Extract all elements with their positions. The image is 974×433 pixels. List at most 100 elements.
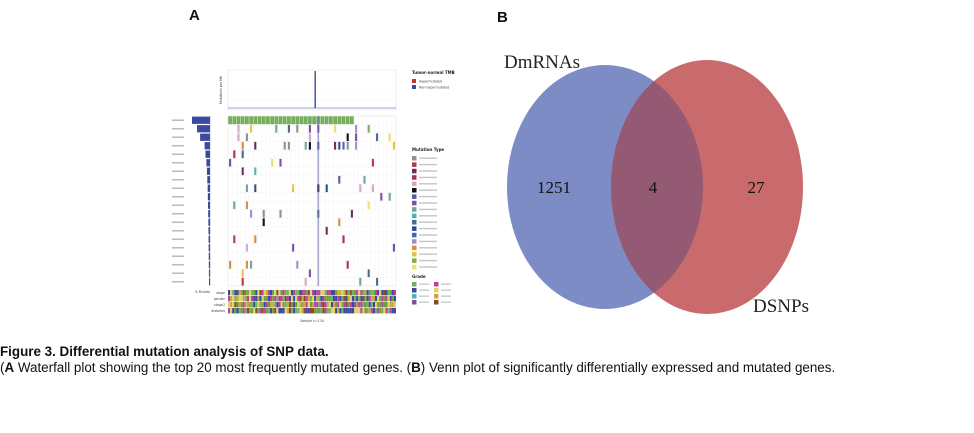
clinical-annotation-cell [326, 296, 329, 302]
clinical-annotation-cell [297, 296, 300, 302]
gene-frequency-bar [208, 244, 210, 252]
legend-text-mark [419, 176, 437, 179]
clinical-annotation-cell [265, 296, 268, 302]
clinical-annotation-cell [234, 290, 237, 296]
clinical-annotation-cell [328, 308, 331, 314]
clinical-annotation-cell [366, 290, 369, 296]
legend-title-grade: Grade [412, 274, 426, 279]
clinical-annotation-cell [354, 308, 357, 314]
clinical-annotation-cell [379, 302, 382, 308]
clinical-annotation-cell [326, 302, 329, 308]
mutation-cell [237, 124, 240, 133]
clinical-annotation-cell [255, 308, 258, 314]
clinical-annotation-cell [291, 302, 294, 308]
gene-label-mark [172, 144, 184, 147]
clinical-annotation-cell [368, 302, 371, 308]
mutation-cell [241, 269, 244, 278]
clinical-annotation-cell [303, 308, 306, 314]
clinical-annotation-cell [383, 308, 386, 314]
clinical-annotation-cell [316, 290, 319, 296]
clinical-annotation-cell [324, 296, 327, 302]
legend-text-mark [419, 157, 437, 159]
mutation-cell [367, 201, 370, 210]
mutation-cell [392, 243, 395, 252]
clinical-annotation-cell [282, 308, 285, 314]
legend-swatch [412, 258, 417, 263]
legend-swatch [412, 282, 417, 287]
legend-text-mark [419, 253, 437, 255]
legend-text-mark [441, 289, 451, 291]
mutation-cell [342, 235, 345, 244]
clinical-annotation-cell [236, 302, 239, 308]
venn-overlap-region [611, 65, 703, 309]
clinical-annotation-cell [259, 290, 262, 296]
clinical-annotation-cell [387, 308, 390, 314]
clinical-annotation-cell [274, 296, 277, 302]
clinical-annotation-cell [375, 302, 378, 308]
mutation-cell [363, 175, 366, 184]
clinical-annotation-cell [387, 290, 390, 296]
clinical-annotation-cell [228, 302, 231, 308]
gene-frequency-bar [208, 201, 210, 209]
gene-label-mark [172, 136, 184, 139]
clinical-annotation-cell [228, 290, 231, 296]
gene-label-mark [172, 127, 184, 130]
clinical-annotation-cell [257, 302, 260, 308]
clinical-annotation-cell [318, 302, 321, 308]
mutation-cell [262, 209, 265, 218]
mutation-cell [228, 116, 232, 125]
clinical-annotation-cell [257, 290, 260, 296]
mutation-cell [233, 235, 236, 244]
clinical-annotation-cell [251, 302, 254, 308]
clinical-annotation-cell [259, 302, 262, 308]
gene-label-mark [172, 119, 184, 122]
legend-swatch [412, 79, 416, 83]
gene-label-mark [172, 272, 184, 275]
clinical-annotation-cell [278, 290, 281, 296]
clinical-annotation-cell [356, 290, 359, 296]
clinical-annotation-cell [249, 296, 252, 302]
mutation-cell [250, 209, 253, 218]
clinical-annotation-cell [238, 302, 241, 308]
clinical-annotation-cell [354, 302, 357, 308]
clinical-annotation-cell [251, 296, 254, 302]
gene-label-mark [172, 229, 184, 232]
legend-swatch [412, 294, 417, 299]
clinical-annotation-cell [322, 296, 325, 302]
clinical-annotation-cell [288, 290, 291, 296]
gene-frequency-bar [200, 133, 210, 141]
legend-text-mark [419, 183, 437, 185]
clinical-annotation-cell [246, 296, 249, 302]
clinical-annotation-cell [238, 296, 241, 302]
gene-label-mark [172, 221, 184, 224]
clinical-annotation-cell [322, 308, 325, 314]
clinical-annotation-cell [238, 308, 241, 314]
mutation-cell [380, 192, 383, 201]
gene-frequency-bar [205, 150, 210, 158]
clinical-annotation-cell [362, 302, 365, 308]
clinical-annotation-cell [370, 302, 373, 308]
clinical-annotation-cell [234, 302, 237, 308]
legend-swatch [412, 162, 417, 167]
clinical-annotation-cell [358, 308, 361, 314]
mutation-cell [250, 124, 253, 133]
mutation-cell [282, 116, 287, 125]
clinical-annotation-cell [383, 296, 386, 302]
clinical-annotation-cell [339, 296, 342, 302]
clinical-annotation-cell [293, 296, 296, 302]
clinical-annotation-cell [326, 308, 329, 314]
clinical-annotation-cell [389, 302, 392, 308]
clinical-annotation-cell [372, 290, 375, 296]
clinical-annotation-cell [288, 308, 291, 314]
clinical-annotation-cell [377, 302, 380, 308]
mutation-cell [253, 116, 258, 125]
legend-swatch [412, 264, 417, 270]
clinical-annotation-cell [270, 296, 273, 302]
clinical-annotation-cell [265, 308, 268, 314]
clinical-annotation-cell [230, 308, 233, 314]
clinical-annotation-cell [347, 308, 350, 314]
gene-frequency-bar [207, 176, 210, 184]
clinical-annotation-cell [276, 302, 279, 308]
mutation-cell [287, 116, 291, 125]
clinical-annotation-cell [284, 290, 287, 296]
